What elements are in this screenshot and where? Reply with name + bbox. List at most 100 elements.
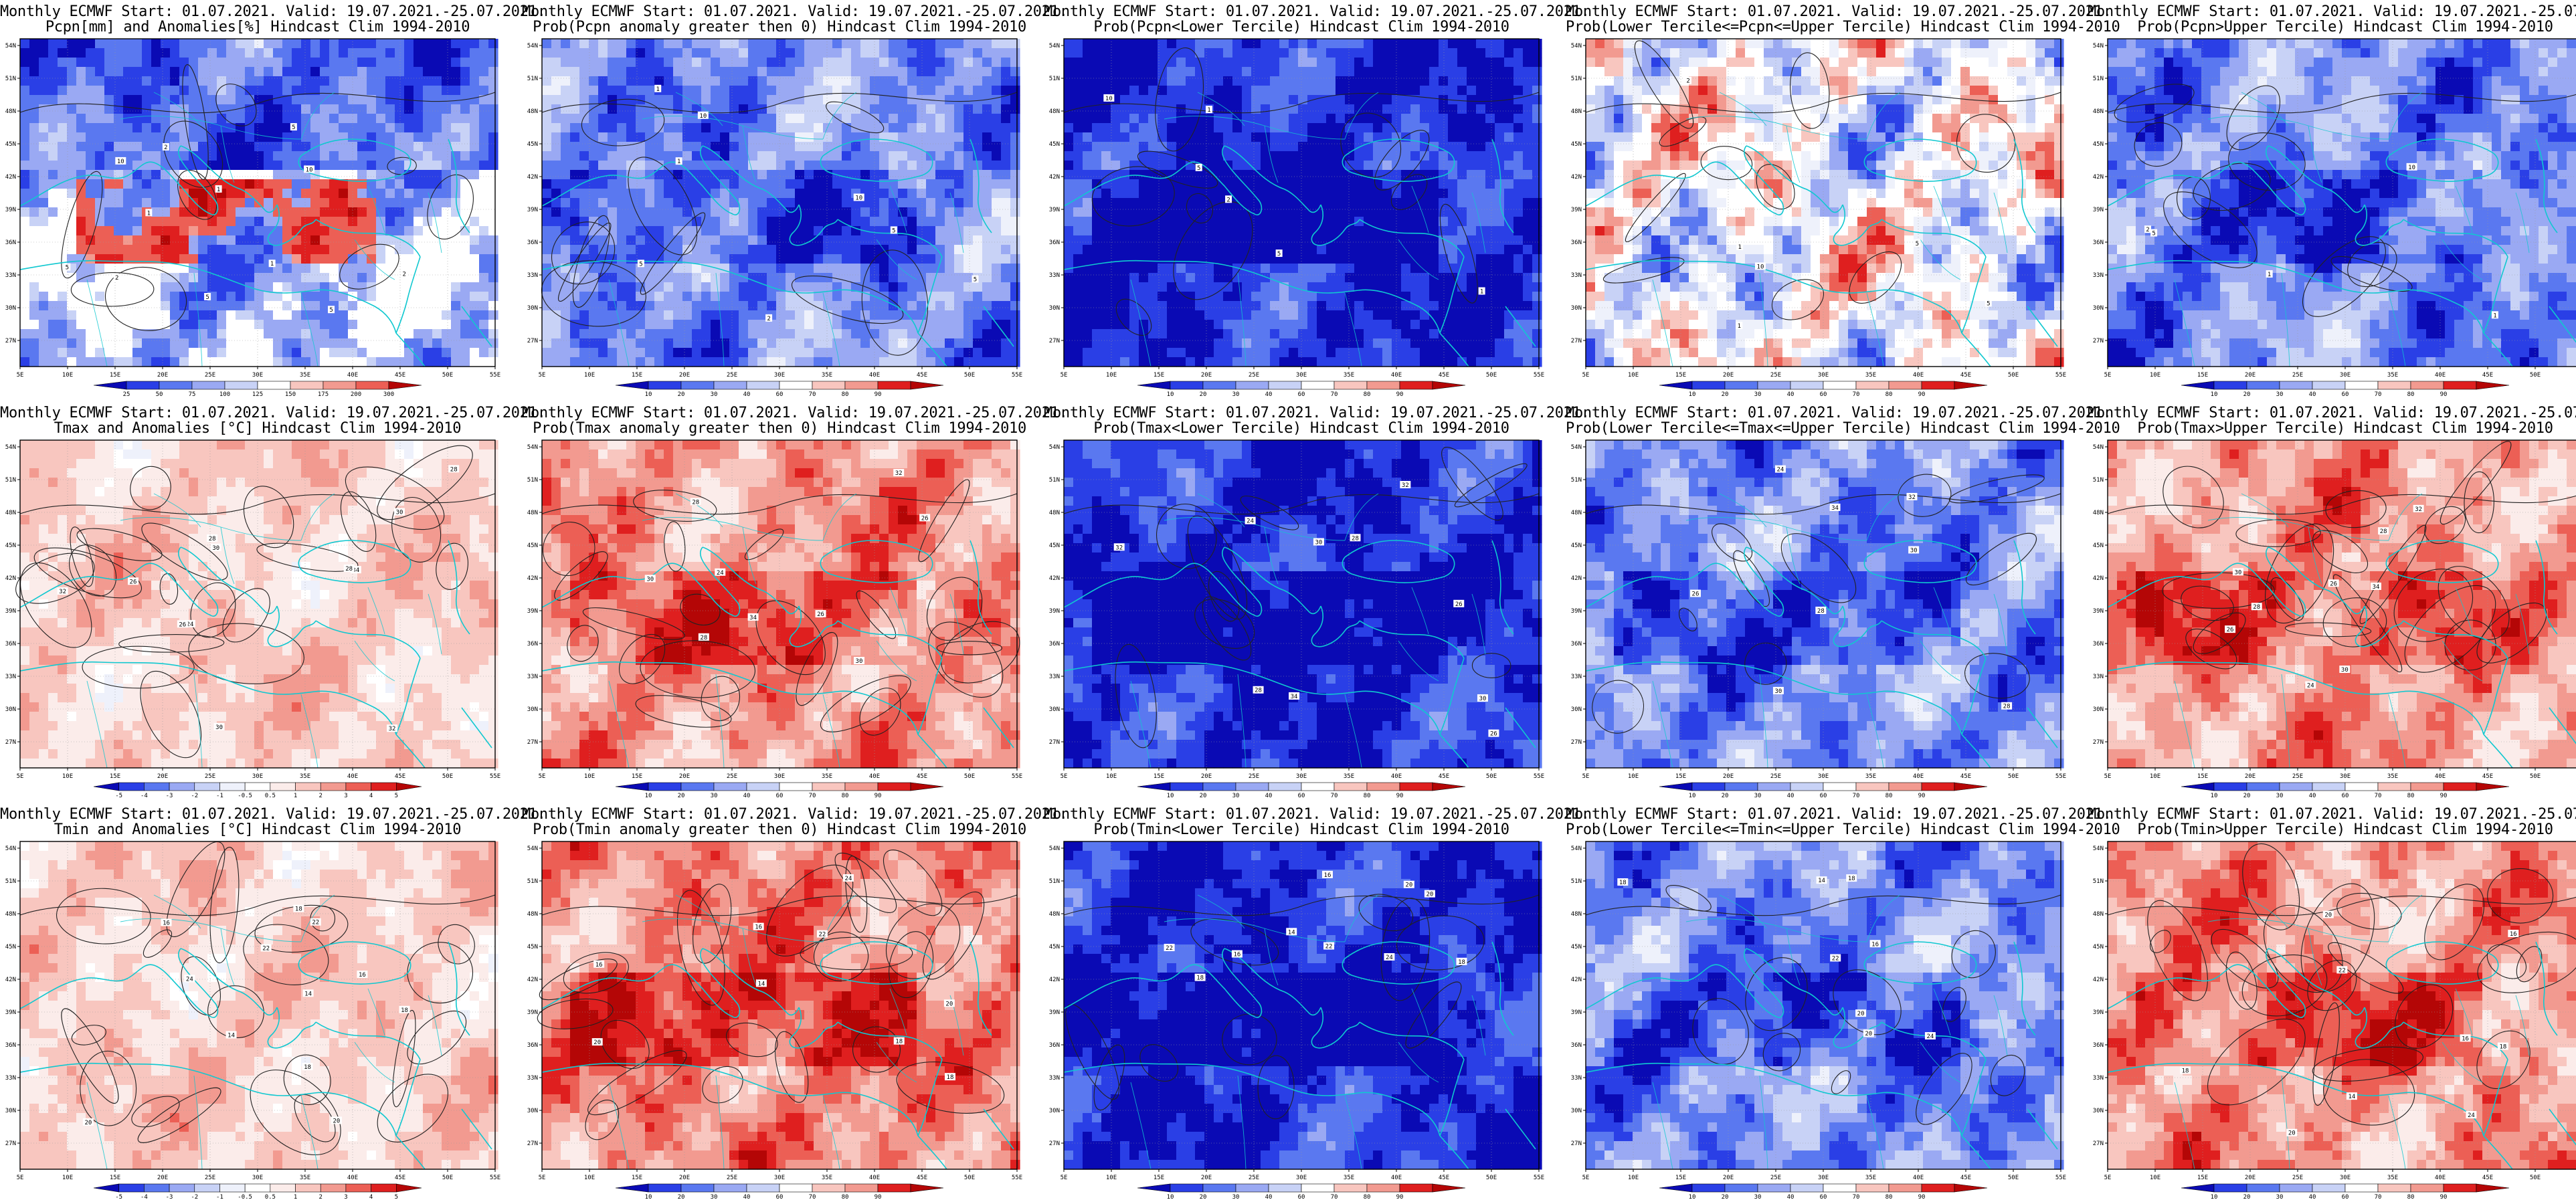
colorbar-swatch bbox=[1235, 1183, 1269, 1193]
panel-title-line2: Prob(Tmin>Upper Tercile) Hindcast Clim 1… bbox=[2088, 822, 2576, 837]
lat-lon-grid bbox=[1586, 39, 2061, 367]
colorbar-label: 30 bbox=[2276, 793, 2284, 799]
contour-label: 14 bbox=[227, 1032, 235, 1039]
colorbar-swatch bbox=[1432, 782, 1466, 791]
colorbar-swatch bbox=[2181, 1183, 2215, 1193]
lon-tick-label: 45E bbox=[1439, 1175, 1449, 1181]
colorbar-swatch bbox=[910, 1183, 944, 1193]
lon-tick-label: 45E bbox=[917, 773, 927, 780]
lat-tick-label: 33N bbox=[1571, 272, 1582, 279]
colorbar-swatch bbox=[2443, 381, 2477, 390]
colorbar-label: 40 bbox=[1265, 391, 1273, 398]
contour-label: 34 bbox=[1831, 505, 1839, 512]
contour-label: 1 bbox=[270, 261, 274, 268]
colorbar-label: 10 bbox=[2211, 793, 2218, 799]
colorbar-swatch bbox=[1757, 1183, 1791, 1193]
contour-label: 34 bbox=[1291, 694, 1298, 700]
colorbar-swatch bbox=[118, 1183, 145, 1193]
colorbar-swatch bbox=[1855, 381, 1890, 390]
coastlines bbox=[2107, 540, 2576, 769]
panel-title: Monthly ECMWF Start: 01.07.2021. Valid: … bbox=[1044, 807, 1590, 837]
lat-tick-label: 27N bbox=[5, 739, 16, 746]
colorbar-label: 70 bbox=[1853, 793, 1860, 799]
colorbar-swatch bbox=[1888, 782, 1922, 791]
lon-tick-label: 5E bbox=[539, 372, 546, 379]
contour-label: 22 bbox=[1325, 944, 1333, 950]
colorbar-swatch bbox=[713, 381, 747, 390]
coastlines bbox=[19, 540, 492, 769]
lat-tick-label: 54N bbox=[2093, 43, 2104, 49]
colorbar-swatch bbox=[1268, 782, 1302, 791]
forecast-map: 24 26 28 30 32 34 30 28 26 32 5E 10E 15E 20E 25E 30E 35E… bbox=[1049, 439, 1544, 799]
lat-tick-label: 45N bbox=[2093, 542, 2104, 549]
lat-lon-grid bbox=[1586, 440, 2061, 768]
lon-tick-label: 45E bbox=[1960, 1175, 1971, 1181]
colorbar-swatch bbox=[93, 1183, 119, 1193]
lon-tick-label: 30E bbox=[1296, 372, 1307, 379]
contour-label: 28 bbox=[450, 466, 458, 473]
lat-tick-label: 36N bbox=[1049, 641, 1060, 647]
contour-label: 20 bbox=[593, 1039, 601, 1046]
colorbar-swatch bbox=[1954, 381, 1988, 390]
contour-label: 30 bbox=[1910, 547, 1918, 554]
colorbar-swatch bbox=[1202, 782, 1236, 791]
lon-tick-label: 15E bbox=[2197, 1175, 2208, 1181]
colorbar-swatch bbox=[2476, 381, 2510, 390]
lat-tick-label: 39N bbox=[1571, 1009, 1582, 1016]
colorbar-label: 60 bbox=[2342, 391, 2349, 398]
lat-tick-label: 48N bbox=[2093, 108, 2104, 115]
colorbar-swatch bbox=[320, 782, 347, 791]
lon-tick-label: 50E bbox=[1486, 773, 1497, 780]
colorbar-label: 80 bbox=[842, 1194, 849, 1201]
colorbar-swatch bbox=[1333, 782, 1368, 791]
colorbar-label: 10 bbox=[645, 391, 652, 398]
lat-tick-label: 27N bbox=[1571, 1140, 1582, 1147]
forecast-panel: 24 26 28 30 32 34 30 28 26 5E 10E 15E 20E 25E 30E 35E 40… bbox=[2088, 401, 2576, 803]
lon-tick-label: 40E bbox=[1913, 372, 1924, 379]
panel-title-line2: Prob(Pcpn<Lower Tercile) Hindcast Clim 1… bbox=[1044, 19, 1559, 35]
colorbar-label: -5 bbox=[115, 793, 122, 799]
colorbar-swatch bbox=[1724, 1183, 1758, 1193]
lon-tick-label: 15E bbox=[110, 1175, 120, 1181]
lon-tick-label: 40E bbox=[1391, 1175, 1402, 1181]
colorbar-swatch bbox=[323, 381, 357, 390]
contour-label: 20 bbox=[1426, 892, 1433, 898]
lat-tick-label: 36N bbox=[1571, 1042, 1582, 1049]
lat-lon-grid bbox=[1064, 39, 1539, 367]
lon-tick-label: 15E bbox=[1675, 1175, 1686, 1181]
lon-tick-label: 35E bbox=[2387, 372, 2398, 379]
shaded-field bbox=[1064, 39, 1542, 367]
lat-tick-label: 33N bbox=[1049, 272, 1060, 279]
colorbar-label: 40 bbox=[2309, 391, 2316, 398]
forecast-panel: 14 16 18 20 22 24 20 18 16 22 5E 10E 15E 20E 25E 30E 35E… bbox=[1044, 803, 1590, 1204]
lat-tick-label: 45N bbox=[1049, 944, 1060, 950]
colorbar-label: 125 bbox=[252, 391, 263, 398]
panel-title: Monthly ECMWF Start: 01.07.2021. Valid: … bbox=[1566, 807, 2120, 837]
contour-label: 24 bbox=[1927, 1033, 1934, 1040]
contour-label: 1 bbox=[1738, 244, 1741, 251]
colorbar-swatch bbox=[191, 381, 225, 390]
lat-tick-label: 48N bbox=[1571, 911, 1582, 918]
colorbar-swatch bbox=[93, 782, 119, 791]
colorbar-label: 70 bbox=[809, 391, 816, 398]
lon-tick-label: 25E bbox=[1249, 372, 1259, 379]
panel-title-line1: Monthly ECMWF Start: 01.07.2021. Valid: … bbox=[2088, 4, 2576, 19]
colorbar-swatch bbox=[1790, 782, 1824, 791]
lat-tick-label: 36N bbox=[1049, 239, 1060, 246]
contour-label: 16 bbox=[1233, 952, 1240, 959]
contour-label: 1 bbox=[2268, 272, 2271, 278]
colorbar-swatch bbox=[345, 782, 371, 791]
forecast-map: 24 26 28 30 32 34 30 28 26 5E 10E 15E 20E 25E 30E 35E 40… bbox=[527, 439, 1022, 799]
colorbar-swatch bbox=[812, 782, 846, 791]
lat-tick-label: 33N bbox=[5, 272, 16, 279]
colorbar-label: 90 bbox=[2440, 391, 2448, 398]
contour-label: 28 bbox=[1352, 535, 1359, 542]
contour-label: 30 bbox=[856, 658, 863, 665]
colorbar-label: 80 bbox=[1364, 391, 1371, 398]
lat-tick-label: 39N bbox=[2093, 207, 2104, 213]
colorbar-swatch bbox=[1691, 782, 1726, 791]
contour-label: 26 bbox=[1455, 601, 1463, 608]
country-borders bbox=[1130, 894, 1486, 1170]
lat-tick-label: 33N bbox=[1049, 1075, 1060, 1082]
lat-tick-label: 54N bbox=[5, 845, 16, 852]
